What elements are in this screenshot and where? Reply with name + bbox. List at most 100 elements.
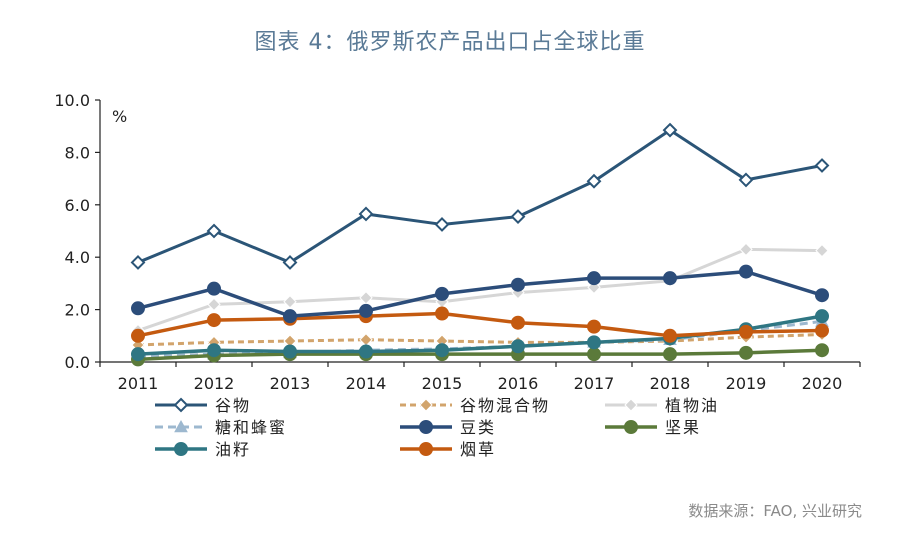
data-point — [359, 303, 373, 318]
legend-label: 谷物混合物 — [460, 396, 550, 415]
data-point — [207, 281, 221, 296]
legend-item: 烟草 — [400, 440, 496, 459]
series-line — [137, 348, 823, 362]
x-tick-label: 2011 — [118, 374, 159, 393]
legend-marker — [174, 419, 188, 433]
legend-marker — [624, 420, 638, 434]
series-line — [137, 128, 823, 264]
series-line — [137, 269, 823, 318]
legend-marker — [174, 442, 188, 456]
data-point — [511, 339, 525, 354]
legend-label: 糖和蜂蜜 — [215, 418, 287, 437]
x-tick-label: 2017 — [574, 374, 615, 393]
data-point — [130, 255, 146, 270]
y-tick-label: 8.0 — [65, 143, 90, 162]
x-tick-label: 2015 — [422, 374, 463, 393]
data-point — [587, 271, 601, 286]
data-point — [206, 223, 222, 239]
y-tick-label: 6.0 — [65, 196, 90, 215]
legend-label: 油籽 — [215, 440, 251, 459]
data-point — [359, 344, 373, 359]
data-point — [587, 347, 601, 362]
data-point — [283, 295, 297, 309]
y-axis-unit: % — [112, 107, 127, 126]
x-tick-label: 2013 — [270, 374, 311, 393]
legend-item: 植物油 — [605, 396, 719, 415]
data-point — [131, 347, 145, 362]
data-point — [435, 286, 449, 301]
legend-item: 谷物混合物 — [400, 396, 550, 415]
data-point — [587, 335, 601, 350]
data-point — [662, 122, 678, 138]
data-point — [663, 328, 677, 343]
data-point — [511, 277, 525, 292]
legend-label: 植物油 — [665, 396, 719, 415]
data-point — [131, 328, 145, 343]
legend-label: 烟草 — [460, 440, 496, 459]
data-point — [434, 217, 450, 232]
data-point — [739, 324, 753, 339]
legend-item: 坚果 — [605, 418, 701, 437]
legend-item: 谷物 — [155, 396, 251, 415]
series-0 — [130, 122, 830, 270]
data-point — [510, 209, 526, 225]
data-point — [815, 288, 829, 303]
data-point — [511, 315, 525, 330]
data-point — [435, 343, 449, 358]
legend-label: 坚果 — [665, 418, 701, 437]
y-tick-label: 2.0 — [65, 301, 90, 320]
data-point — [738, 172, 754, 188]
x-tick-label: 2012 — [194, 374, 235, 393]
x-tick-label: 2014 — [346, 374, 387, 393]
data-point — [131, 301, 145, 316]
y-tick-label: 0.0 — [65, 353, 90, 372]
data-point — [207, 313, 221, 328]
x-tick-label: 2018 — [650, 374, 691, 393]
data-point — [663, 347, 677, 362]
x-tick-label: 2016 — [498, 374, 539, 393]
legend-marker — [173, 397, 189, 413]
series-line — [137, 332, 823, 347]
legend-marker — [624, 398, 638, 412]
legend-marker — [419, 442, 433, 456]
x-tick-label: 2019 — [726, 374, 767, 393]
data-point — [815, 309, 829, 324]
legend-item: 豆类 — [400, 418, 496, 437]
legend-marker — [419, 398, 433, 412]
data-point — [739, 345, 753, 360]
legend-label: 谷物 — [215, 396, 251, 415]
series-4 — [131, 264, 829, 324]
series-line — [137, 311, 823, 338]
data-point — [207, 297, 221, 312]
data-point — [586, 173, 602, 189]
chart-title: 图表 4：俄罗斯农产品出口占全球比重 — [254, 30, 646, 55]
source-note: 数据来源：FAO, 兴业研究 — [688, 502, 862, 520]
data-point — [739, 242, 753, 257]
data-point — [814, 158, 830, 173]
data-point — [435, 306, 449, 321]
data-point — [282, 255, 298, 270]
data-point — [587, 319, 601, 334]
data-point — [358, 206, 374, 222]
data-point — [359, 291, 373, 305]
legend-item: 糖和蜂蜜 — [155, 418, 287, 437]
data-point — [283, 344, 297, 359]
series-lines — [130, 122, 830, 367]
data-point — [663, 271, 677, 286]
legend-label: 豆类 — [460, 418, 496, 437]
series-7 — [131, 306, 829, 343]
data-point — [739, 264, 753, 279]
legend-item: 油籽 — [155, 440, 251, 459]
data-point — [283, 309, 297, 324]
data-point — [815, 343, 829, 358]
data-point — [815, 243, 829, 258]
data-point — [207, 343, 221, 358]
legend-marker — [419, 420, 433, 434]
x-tick-label: 2020 — [802, 374, 843, 393]
y-tick-label: 10.0 — [54, 91, 90, 110]
series-line — [137, 314, 823, 356]
y-tick-label: 4.0 — [65, 248, 90, 267]
data-point — [815, 323, 829, 338]
